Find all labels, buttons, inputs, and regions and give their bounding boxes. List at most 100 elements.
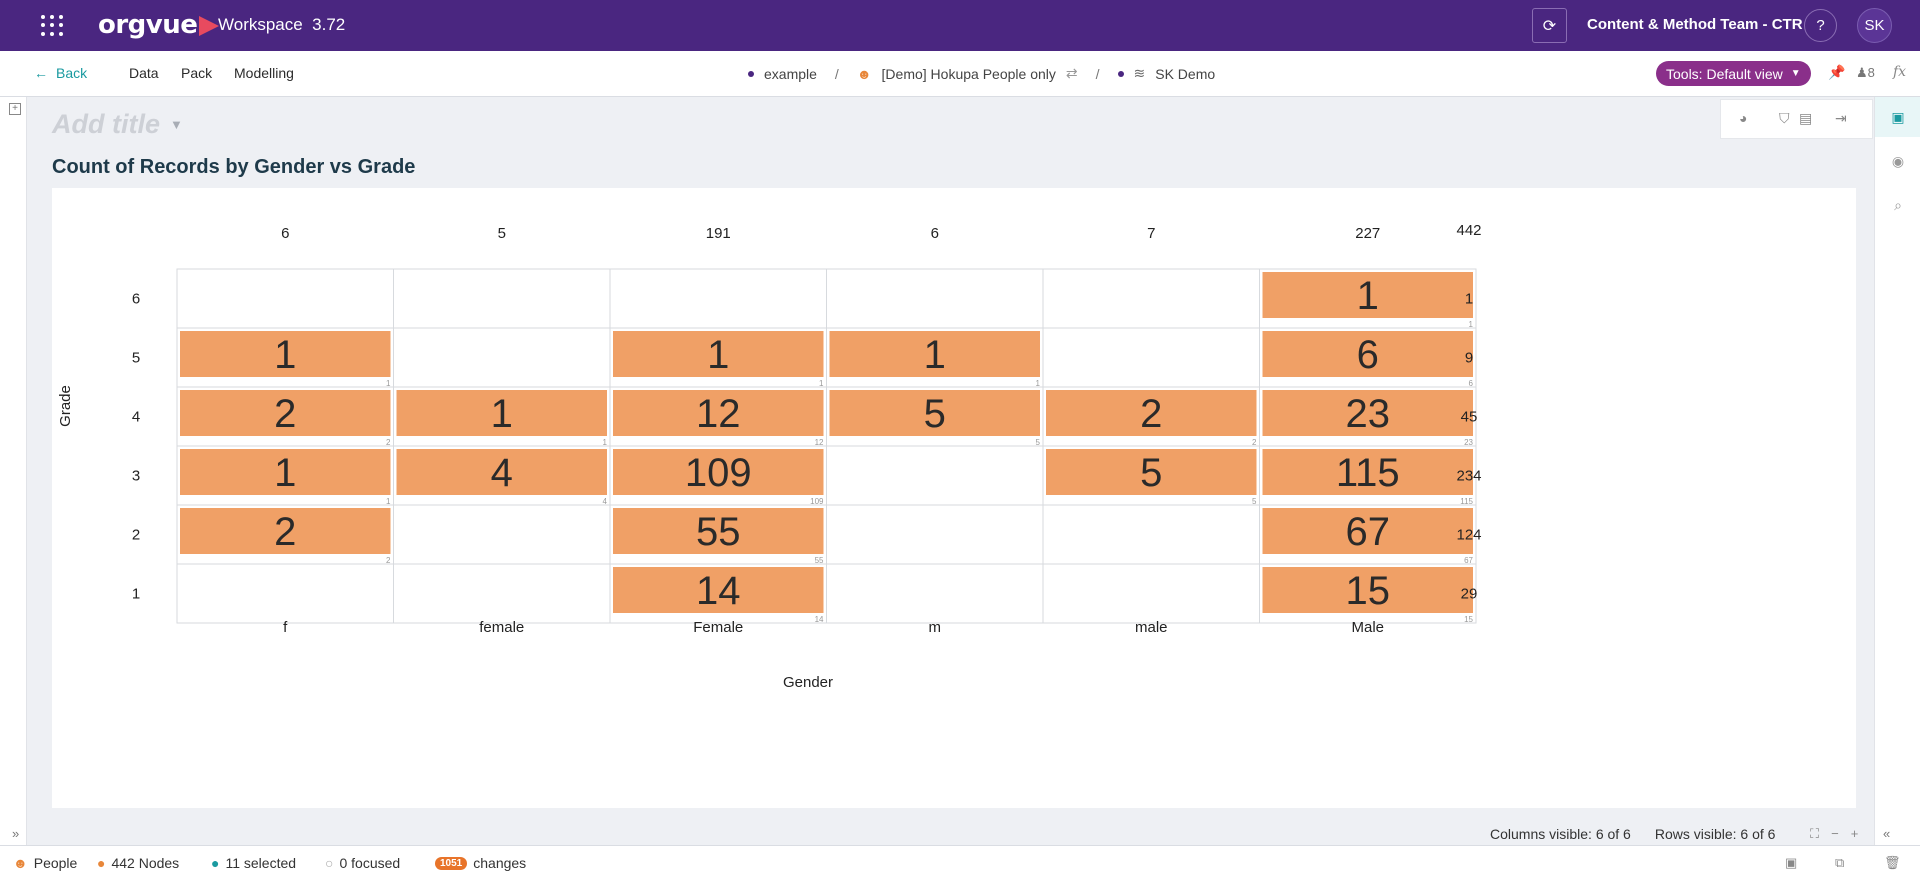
expand-left-icon[interactable]: » xyxy=(12,826,20,841)
trash-icon[interactable]: 🗑 xyxy=(1884,855,1901,870)
add-icon[interactable]: ▣ xyxy=(1785,855,1798,870)
pin-icon[interactable]: 📌 xyxy=(1828,64,1846,80)
users-count[interactable]: ♟8 xyxy=(1856,65,1875,80)
cell-value[interactable]: 23 xyxy=(1346,392,1391,436)
crumb-example[interactable]: example xyxy=(764,65,817,82)
add-title-input[interactable]: Add title ▼ xyxy=(52,109,183,139)
cell-count-label: 23 xyxy=(1464,438,1473,447)
layers-icon[interactable]: ▤ xyxy=(1799,110,1813,126)
refresh-icon: ⟳ xyxy=(1542,17,1557,35)
heatmap-bar xyxy=(613,567,824,613)
grid-cell xyxy=(826,504,1044,565)
search-icon[interactable]: ⌕ xyxy=(1894,196,1902,213)
heatmap-bar xyxy=(829,390,1040,436)
cell-value[interactable]: 2 xyxy=(274,510,296,554)
heatmap-bar xyxy=(1046,390,1257,436)
zoom-in-icon[interactable]: + xyxy=(1850,826,1859,841)
cell-value[interactable]: 115 xyxy=(1336,451,1400,495)
palette-icon[interactable]: ◕ xyxy=(1739,110,1748,126)
dataset-status[interactable]: ☻ People xyxy=(13,855,78,871)
user-avatar[interactable]: SK xyxy=(1857,8,1892,43)
fullscreen-icon[interactable]: ⛶ xyxy=(1810,826,1820,841)
version: 3.72 xyxy=(312,15,346,34)
chevron-down-icon: ▼ xyxy=(170,117,183,132)
zoom-out-icon[interactable]: − xyxy=(1831,826,1839,841)
selected-status[interactable]: ● 11 selected xyxy=(211,855,297,871)
cell-value[interactable]: 5 xyxy=(924,392,946,436)
heatmap-bar xyxy=(829,331,1040,377)
cell-value[interactable]: 67 xyxy=(1346,510,1391,554)
focused-status[interactable]: ○ 0 focused xyxy=(325,855,401,871)
heatmap-bar xyxy=(180,508,391,554)
crumb-view[interactable]: SK Demo xyxy=(1155,65,1216,82)
chart-panel-icon[interactable]: ▣ xyxy=(1875,97,1920,137)
cell-value[interactable]: 6 xyxy=(1357,333,1379,377)
swap-icon[interactable]: ⇄ xyxy=(1065,65,1078,81)
cell-value[interactable]: 55 xyxy=(696,510,741,554)
help-button[interactable]: ? xyxy=(1804,9,1837,42)
changes-status[interactable]: 1051 changes xyxy=(435,855,526,871)
cell-value[interactable]: 14 xyxy=(696,569,741,613)
column-total: 5 xyxy=(498,225,506,242)
column-total: 6 xyxy=(281,225,289,242)
chart-toolbar: ◕ ⛉ ▤ ⇥ xyxy=(1720,99,1873,139)
cell-count-label: 5 xyxy=(1252,497,1257,506)
refresh-button[interactable]: ⟳ xyxy=(1532,8,1567,43)
cell-count-label: 4 xyxy=(603,497,608,506)
cell-value[interactable]: 1 xyxy=(1357,274,1379,318)
nav-item-data[interactable]: Data xyxy=(129,65,159,81)
cell-count-label: 15 xyxy=(1464,615,1473,624)
cell-value[interactable]: 1 xyxy=(274,333,296,377)
cell-value[interactable]: 1 xyxy=(707,333,729,377)
heatmap-bar xyxy=(613,390,824,436)
nav-bar: ← Back Data Pack Modelling example / ☻ [… xyxy=(0,51,1920,97)
cell-value[interactable]: 4 xyxy=(491,451,513,495)
cell-value[interactable]: 2 xyxy=(1140,392,1162,436)
grid-cell xyxy=(1042,504,1260,565)
row-total: 234 xyxy=(1456,468,1481,485)
app-launcher-icon[interactable] xyxy=(41,15,65,37)
cell-count-label: 67 xyxy=(1464,556,1473,565)
cell-value[interactable]: 1 xyxy=(274,451,296,495)
grid-cell xyxy=(1042,563,1260,624)
circle-icon[interactable]: ◉ xyxy=(1891,152,1905,169)
cell-value[interactable]: 12 xyxy=(696,392,741,436)
heatmap-bar xyxy=(613,508,824,554)
team-name[interactable]: Content & Method Team - CTR xyxy=(1587,16,1803,33)
tools-view-dropdown[interactable]: Tools: Default view ▼ xyxy=(1656,61,1811,86)
cell-value[interactable]: 1 xyxy=(491,392,513,436)
y-tick-label: 5 xyxy=(132,350,140,367)
chart-panel: 1 1 1 1 1 1 1 1 6 6 2 2 1 1 12 12 5 5 2 2 23 23 1 1 4 4 109 109 5 5 11… xyxy=(52,188,1856,808)
orgvue-logo[interactable]: orgvue xyxy=(98,10,220,40)
cell-value[interactable]: 2 xyxy=(274,392,296,436)
nav-item-modelling[interactable]: Modelling xyxy=(234,65,294,81)
back-link[interactable]: ← Back xyxy=(34,65,88,81)
grid-cell xyxy=(393,504,611,565)
formula-icon[interactable]: fx xyxy=(1893,64,1907,80)
cell-value[interactable]: 109 xyxy=(685,451,752,495)
nodes-status[interactable]: ● 442 Nodes xyxy=(97,855,180,871)
heatmap-bar xyxy=(396,449,607,495)
grid-cell xyxy=(1042,327,1260,388)
cell-value[interactable]: 5 xyxy=(1140,451,1162,495)
brand-name: orgvue xyxy=(98,10,198,40)
cell-count-label: 1 xyxy=(819,379,824,388)
column-total: 191 xyxy=(706,225,731,242)
collapse-right-icon[interactable]: « xyxy=(1883,826,1891,841)
heatmap-bar xyxy=(180,449,391,495)
cell-value[interactable]: 1 xyxy=(924,333,946,377)
heatmap-bar xyxy=(1262,331,1473,377)
filter-icon[interactable]: ⛉ xyxy=(1779,110,1790,126)
cell-value[interactable]: 15 xyxy=(1346,569,1391,613)
person-icon: ☻ xyxy=(856,65,872,82)
add-panel-icon[interactable]: + xyxy=(9,103,21,115)
copy-icon[interactable]: ⧉ xyxy=(1835,855,1845,870)
crumb-dataset[interactable]: [Demo] Hokupa People only xyxy=(881,65,1056,82)
heatmap-bar xyxy=(1046,449,1257,495)
x-tick-label: Male xyxy=(1351,619,1384,636)
x-tick-label: f xyxy=(283,619,288,636)
logo-mark-icon xyxy=(199,16,220,36)
x-tick-label: Female xyxy=(693,619,743,636)
export-icon[interactable]: ⇥ xyxy=(1835,110,1847,126)
nav-item-pack[interactable]: Pack xyxy=(181,65,213,81)
